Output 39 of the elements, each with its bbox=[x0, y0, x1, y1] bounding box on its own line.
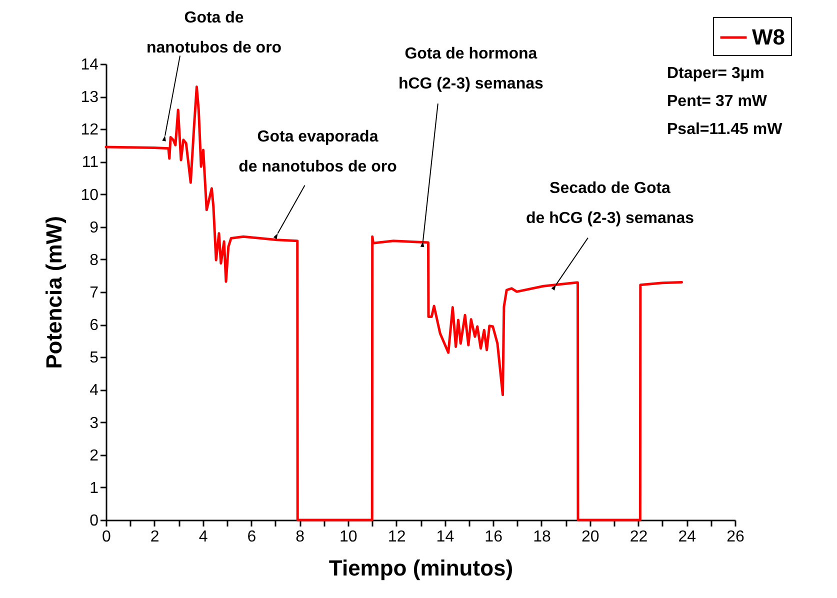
x-tick-label: 8 bbox=[296, 528, 305, 546]
x-tick-label: 20 bbox=[581, 528, 600, 546]
y-tick-label: 4 bbox=[90, 382, 99, 400]
annotation: Secado de Gota de hCG (2-3) semanas bbox=[526, 180, 694, 227]
x-tick-label: 10 bbox=[340, 528, 358, 546]
annotation: Gota de hormona hCG (2-3) semanas bbox=[398, 46, 544, 93]
x-axis-title: Tiempo (minutos) bbox=[328, 556, 514, 580]
y-tick-label: 2 bbox=[90, 447, 99, 464]
x-tick-label: 6 bbox=[247, 528, 256, 546]
y-tick-label: 6 bbox=[90, 317, 99, 334]
annotation: Gota evaporada de nanotubos de oro bbox=[238, 128, 398, 176]
y-tick-label: 13 bbox=[80, 89, 99, 106]
y-tick-label: 14 bbox=[80, 56, 99, 74]
y-tick-label: 8 bbox=[90, 252, 99, 269]
y-tick-label: 7 bbox=[90, 284, 99, 302]
y-tick-label: 9 bbox=[90, 219, 99, 236]
annotation: Dtaper= 3μm bbox=[667, 65, 764, 82]
annotation: Gota de nanotubos de oro bbox=[146, 10, 282, 57]
x-tick-label: 18 bbox=[533, 528, 551, 546]
x-tick-label: 24 bbox=[678, 528, 696, 546]
x-tick-label: 4 bbox=[198, 528, 208, 546]
y-tick-label: 11 bbox=[82, 154, 99, 172]
y-tick-label: 10 bbox=[80, 186, 99, 204]
x-tick-label: 12 bbox=[388, 528, 406, 546]
x-tick-label: 26 bbox=[726, 528, 744, 546]
annotation: Psal=11.45 mW bbox=[667, 121, 784, 138]
y-tick-label: 5 bbox=[90, 350, 99, 367]
x-tick-label: 16 bbox=[484, 528, 503, 546]
x-tick-label: 22 bbox=[630, 528, 648, 546]
annotation: Pent= 37 mW bbox=[667, 93, 768, 110]
y-tick-label: 12 bbox=[80, 122, 99, 139]
y-axis-title: Potencia (mW) bbox=[42, 216, 67, 369]
y-tick-label: 3 bbox=[90, 414, 99, 432]
legend-label: W8 bbox=[752, 24, 785, 50]
y-tick-label: 1 bbox=[90, 480, 99, 497]
x-tick-label: 2 bbox=[150, 528, 160, 546]
x-tick-label: 0 bbox=[102, 528, 112, 546]
y-tick-label: 0 bbox=[90, 512, 99, 530]
x-tick-label: 14 bbox=[436, 528, 454, 546]
